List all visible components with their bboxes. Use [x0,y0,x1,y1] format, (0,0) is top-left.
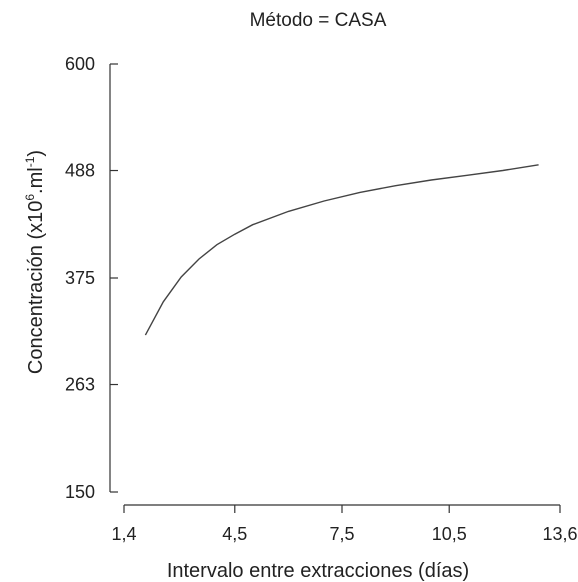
x-axis-label: Intervalo entre extracciones (días) [167,560,469,582]
x-tick-label: 1,4 [111,524,136,544]
series-line [144,164,539,336]
y-tick-label: 488 [65,161,95,181]
y-tick-label: 600 [65,54,95,74]
y-axis-label-sup2: -1 [23,156,37,167]
y-axis-label-main: Concentración (x10 [25,201,47,374]
x-tick-label: 10,5 [432,524,467,544]
y-axis-label-mid: .ml [25,167,47,194]
y-axis-label-sup1: 6 [23,194,37,201]
y-ticks: 150 263 375 488 600 [65,54,118,502]
x-ticks: 1,4 4,5 7,5 10,5 13,6 [111,505,578,544]
y-tick-label: 263 [65,375,95,395]
y-tick-label: 150 [65,482,95,502]
chart-title: Método = CASA [250,10,387,31]
x-tick-label: 7,5 [329,524,354,544]
y-tick-label: 375 [65,268,95,288]
x-tick-label: 4,5 [222,524,247,544]
y-axis-label: Concentración (x106.ml-1) [23,150,47,374]
axes [109,64,560,506]
y-axis-label-end: ) [25,150,47,157]
x-tick-label: 13,6 [542,524,577,544]
